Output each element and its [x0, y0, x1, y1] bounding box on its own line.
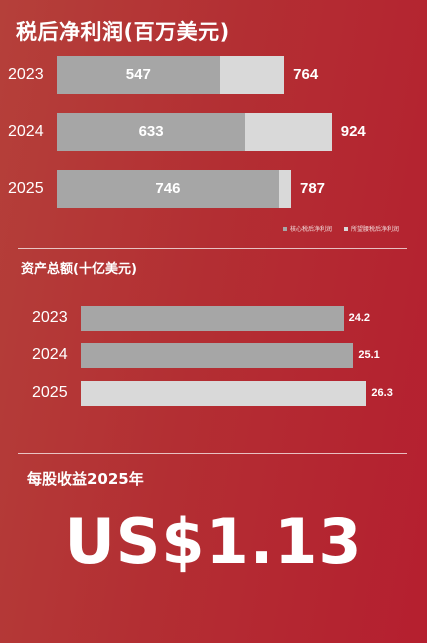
bar-total-value-2025: 787 — [300, 180, 326, 197]
legend-label-core: 核心税后净利润 — [290, 226, 333, 233]
assets-bar-value-2023: 24.2 — [348, 312, 371, 324]
year-label-2023: 2023 — [8, 66, 44, 83]
legend-swatch-total — [344, 226, 349, 231]
year-label-2025: 2025 — [8, 180, 44, 197]
assets-bar-2023 — [81, 306, 344, 331]
net-profit-legend: 核心税后净利润 所望腰税后净利润 — [283, 224, 399, 233]
section-divider-1 — [18, 248, 407, 249]
bar-total-value-2023: 764 — [293, 66, 319, 83]
assets-year-label-2024: 2024 — [32, 346, 68, 363]
legend-label-total: 所望腰税后净利润 — [351, 226, 400, 233]
bar-core-2025 — [57, 170, 279, 208]
year-label-2024: 2024 — [8, 123, 44, 140]
assets-year-label-2023: 2023 — [32, 309, 68, 326]
assets-bar-value-2025: 26.3 — [371, 387, 393, 399]
section-divider-2 — [18, 453, 407, 454]
assets-year-label-2025: 2025 — [32, 384, 68, 401]
bar-core-value-2025: 746 — [155, 180, 181, 197]
bar-core-2024 — [57, 113, 246, 151]
eps-title: 每股收益2025年 — [27, 470, 144, 488]
assets-bar-2025 — [81, 381, 367, 406]
total-assets-title: 资产总额(十亿美元) — [21, 262, 137, 277]
assets-bar-value-2024: 25.1 — [358, 349, 380, 361]
legend-swatch-core — [283, 226, 287, 231]
net-profit-title: 税后净利润(百万美元) — [16, 20, 230, 44]
assets-bar-2024 — [81, 343, 354, 368]
bar-core-2023 — [57, 56, 220, 94]
bar-core-value-2023: 547 — [125, 66, 151, 83]
bar-total-value-2024: 924 — [340, 123, 366, 140]
eps-value: US$1.13 — [64, 505, 363, 578]
bar-core-value-2024: 633 — [138, 123, 164, 140]
